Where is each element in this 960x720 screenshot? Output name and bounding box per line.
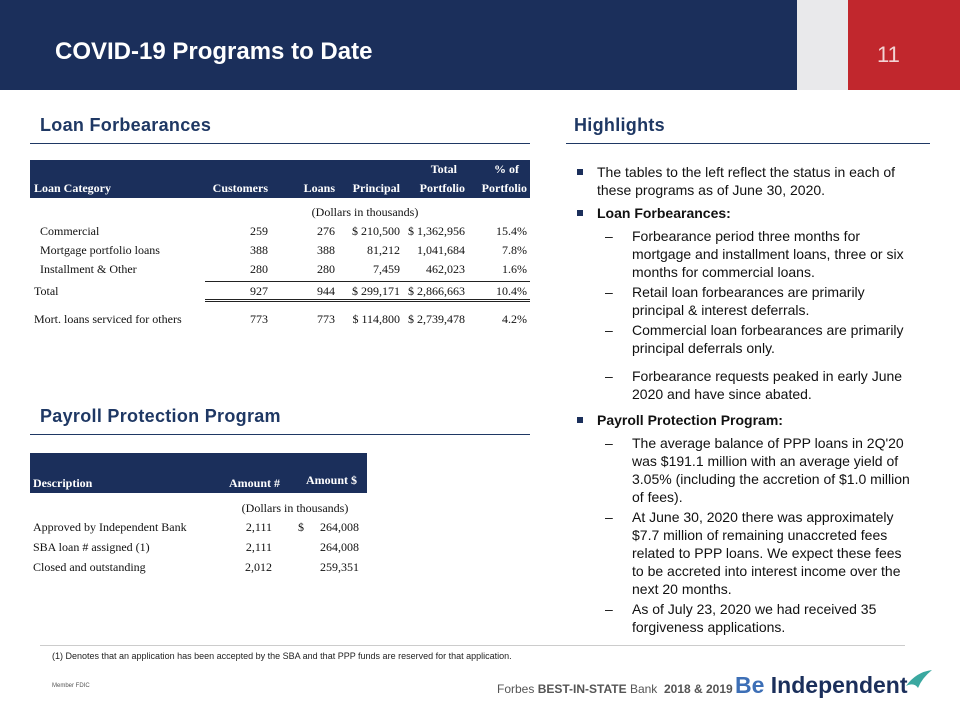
- column-header: Total: [430, 162, 457, 176]
- column-header: Loans: [303, 181, 335, 195]
- sub-bullet: At June 30, 2020 there was approximately…: [577, 508, 917, 598]
- table-cell: $ 2,739,478: [408, 312, 465, 326]
- award: Forbes BEST-IN-STATE Bank 2018 & 2019: [497, 682, 733, 696]
- header-page-box: [848, 0, 960, 90]
- table-cell: $ 210,500: [352, 224, 400, 238]
- table-cell: $ 299,171: [352, 284, 400, 298]
- sub-bullet: The average balance of PPP loans in 2Q'2…: [577, 434, 917, 506]
- table-cell: 15.4%: [496, 224, 527, 238]
- section-rule: [30, 143, 530, 144]
- table-cell: 4.2%: [502, 312, 527, 326]
- row-label: SBA loan # assigned (1): [33, 540, 150, 554]
- column-header: Portfolio: [419, 181, 465, 195]
- slide-title: COVID-19 Programs to Date: [55, 38, 373, 65]
- column-header: Portfolio: [481, 181, 527, 195]
- table-header: [30, 160, 530, 198]
- table-cell: 280: [317, 262, 335, 276]
- logo-bird: [906, 670, 932, 688]
- table-cell: $ 1,362,956: [408, 224, 465, 238]
- table-cell: 773: [317, 312, 335, 326]
- logo-bird-shape: [906, 670, 932, 688]
- sub-bullet: Retail loan forbearances are primarily p…: [577, 283, 917, 319]
- divider: [40, 645, 905, 646]
- table-cell: 462,023: [426, 262, 465, 276]
- bullet: The tables to the left reflect the statu…: [577, 163, 917, 199]
- table-cell: 259,351: [320, 560, 359, 574]
- table-cell: $ 114,800: [352, 312, 400, 326]
- row-label: Closed and outstanding: [33, 560, 146, 574]
- logo-be: Be: [735, 672, 765, 698]
- bullet: Loan Forbearances:: [577, 204, 917, 222]
- table-cell: 1.6%: [502, 262, 527, 276]
- table-rule: [205, 281, 530, 282]
- table-rule: [205, 299, 530, 302]
- table-cell: 7.8%: [502, 243, 527, 257]
- table-cell: 264,008: [320, 540, 359, 554]
- logo: Be Independent: [735, 672, 908, 699]
- table-cell: 81,212: [367, 243, 400, 257]
- table-header: [30, 453, 367, 493]
- table-cell: 388: [250, 243, 268, 257]
- table-cell: $: [298, 520, 304, 534]
- column-header: Amount #: [228, 476, 280, 490]
- page-number: 11: [877, 42, 900, 67]
- units-note: (Dollars in thousands): [241, 501, 349, 515]
- award-years: 2018 & 2019: [663, 682, 733, 696]
- table-cell: 280: [250, 262, 268, 276]
- section-title: Payroll Protection Program: [40, 406, 281, 426]
- award-brand: Forbes: [497, 682, 535, 696]
- units-note: (Dollars in thousands): [311, 205, 419, 219]
- column-header: Loan Category: [34, 181, 111, 195]
- table-cell: 2,012: [245, 560, 272, 574]
- sub-bullet: Commercial loan forbearances are primari…: [577, 321, 917, 357]
- bullet: Payroll Protection Program:: [577, 411, 917, 429]
- table-cell: 388: [317, 243, 335, 257]
- column-header: Amount $: [305, 473, 357, 487]
- header-accent: [797, 0, 848, 90]
- row-label: Total: [34, 284, 59, 298]
- row-label: Installment & Other: [40, 262, 137, 276]
- footnote: (1) Denotes that an application has been…: [52, 651, 512, 661]
- fdic-label: Member FDIC: [52, 683, 90, 689]
- table-cell: 10.4%: [496, 284, 527, 298]
- table-cell: 7,459: [373, 262, 400, 276]
- table-cell: 2,111: [245, 540, 272, 554]
- award-name: BEST-IN-STATE: [537, 682, 627, 696]
- section-title: Loan Forbearances: [40, 115, 212, 135]
- table-cell: 1,041,684: [417, 243, 465, 257]
- table-cell: 944: [317, 284, 335, 298]
- row-label: Commercial: [40, 224, 100, 238]
- sub-bullet: Forbearance period three months for mort…: [577, 227, 917, 281]
- section-rule: [30, 434, 530, 435]
- column-header: Principal: [352, 181, 400, 195]
- table-cell: 264,008: [320, 520, 359, 534]
- table-cell: 259: [250, 224, 268, 238]
- table-cell: 276: [317, 224, 335, 238]
- column-header: Description: [33, 476, 93, 490]
- row-label: Mort. loans serviced for others: [34, 312, 182, 326]
- column-header: % of: [494, 162, 519, 176]
- header-bar: [0, 0, 797, 90]
- sub-bullet: Forbearance requests peaked in early Jun…: [577, 367, 917, 403]
- column-header: Customers: [212, 181, 268, 195]
- table-cell: 2,111: [245, 520, 272, 534]
- table-cell: $ 2,866,663: [408, 284, 465, 298]
- row-label: Approved by Independent Bank: [33, 520, 187, 534]
- table-cell: 773: [250, 312, 268, 326]
- highlights-list: The tables to the left reflect the statu…: [577, 163, 917, 644]
- award-suffix: Bank: [629, 682, 658, 696]
- section-title: Highlights: [574, 115, 665, 135]
- table-cell: 927: [250, 284, 268, 298]
- sub-bullet: As of July 23, 2020 we had received 35 f…: [577, 600, 917, 636]
- logo-name: Independent: [770, 672, 908, 698]
- row-label: Mortgage portfolio loans: [40, 243, 160, 257]
- section-rule: [566, 143, 930, 144]
